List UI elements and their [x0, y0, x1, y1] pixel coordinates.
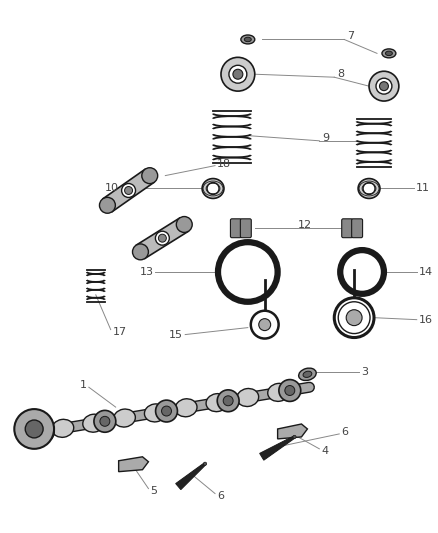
Text: 6: 6 — [341, 427, 348, 437]
Ellipse shape — [363, 182, 375, 195]
Text: 13: 13 — [139, 267, 153, 277]
Ellipse shape — [175, 399, 197, 417]
Ellipse shape — [358, 179, 380, 198]
Ellipse shape — [202, 179, 224, 198]
Ellipse shape — [382, 49, 396, 58]
Polygon shape — [119, 457, 148, 472]
Text: 12: 12 — [297, 220, 311, 230]
Text: 11: 11 — [416, 183, 430, 193]
Ellipse shape — [233, 69, 243, 79]
Ellipse shape — [376, 78, 392, 94]
Circle shape — [162, 406, 172, 416]
FancyBboxPatch shape — [342, 219, 353, 238]
FancyBboxPatch shape — [240, 219, 251, 238]
Text: 15: 15 — [169, 329, 183, 340]
Circle shape — [99, 197, 115, 213]
Ellipse shape — [206, 394, 228, 411]
Circle shape — [38, 426, 48, 437]
Circle shape — [14, 409, 54, 449]
Ellipse shape — [237, 389, 259, 407]
Circle shape — [133, 244, 148, 260]
Ellipse shape — [145, 404, 166, 422]
Text: 5: 5 — [150, 486, 157, 496]
Circle shape — [142, 168, 158, 183]
Text: 7: 7 — [347, 31, 354, 42]
Ellipse shape — [385, 51, 392, 55]
FancyBboxPatch shape — [230, 219, 241, 238]
Text: 16: 16 — [419, 314, 433, 325]
Text: 18: 18 — [217, 159, 231, 168]
Ellipse shape — [303, 371, 312, 377]
Text: 4: 4 — [321, 446, 328, 456]
Circle shape — [155, 231, 170, 245]
Ellipse shape — [83, 414, 105, 432]
Text: 17: 17 — [113, 327, 127, 336]
Circle shape — [155, 400, 177, 422]
Text: 3: 3 — [361, 367, 368, 377]
Ellipse shape — [52, 419, 74, 438]
Polygon shape — [176, 463, 206, 490]
Circle shape — [251, 311, 279, 338]
Text: 9: 9 — [322, 133, 329, 143]
Text: 14: 14 — [419, 267, 433, 277]
Ellipse shape — [229, 65, 247, 83]
Circle shape — [159, 234, 166, 242]
Polygon shape — [136, 218, 188, 259]
Circle shape — [334, 298, 374, 337]
Polygon shape — [278, 424, 307, 439]
Text: 1: 1 — [80, 380, 87, 390]
Circle shape — [217, 390, 239, 411]
Circle shape — [293, 435, 296, 439]
Text: 10: 10 — [105, 183, 119, 193]
Circle shape — [346, 310, 362, 326]
Circle shape — [94, 410, 116, 432]
Circle shape — [204, 462, 207, 465]
Circle shape — [100, 416, 110, 426]
Text: 6: 6 — [217, 490, 224, 500]
Circle shape — [177, 216, 192, 232]
Circle shape — [124, 187, 133, 195]
Circle shape — [32, 421, 54, 442]
Ellipse shape — [241, 35, 255, 44]
Ellipse shape — [299, 368, 316, 381]
Polygon shape — [103, 169, 154, 212]
Ellipse shape — [369, 71, 399, 101]
Circle shape — [285, 385, 295, 395]
Ellipse shape — [113, 409, 135, 427]
Circle shape — [223, 396, 233, 406]
Ellipse shape — [221, 58, 255, 91]
Ellipse shape — [379, 82, 389, 91]
FancyBboxPatch shape — [352, 219, 363, 238]
Text: 8: 8 — [337, 69, 344, 79]
Ellipse shape — [268, 383, 290, 401]
Circle shape — [122, 183, 135, 197]
Circle shape — [25, 420, 43, 438]
Ellipse shape — [207, 182, 219, 195]
Circle shape — [259, 319, 271, 330]
Circle shape — [279, 379, 301, 401]
Polygon shape — [260, 436, 295, 460]
Ellipse shape — [244, 37, 251, 42]
